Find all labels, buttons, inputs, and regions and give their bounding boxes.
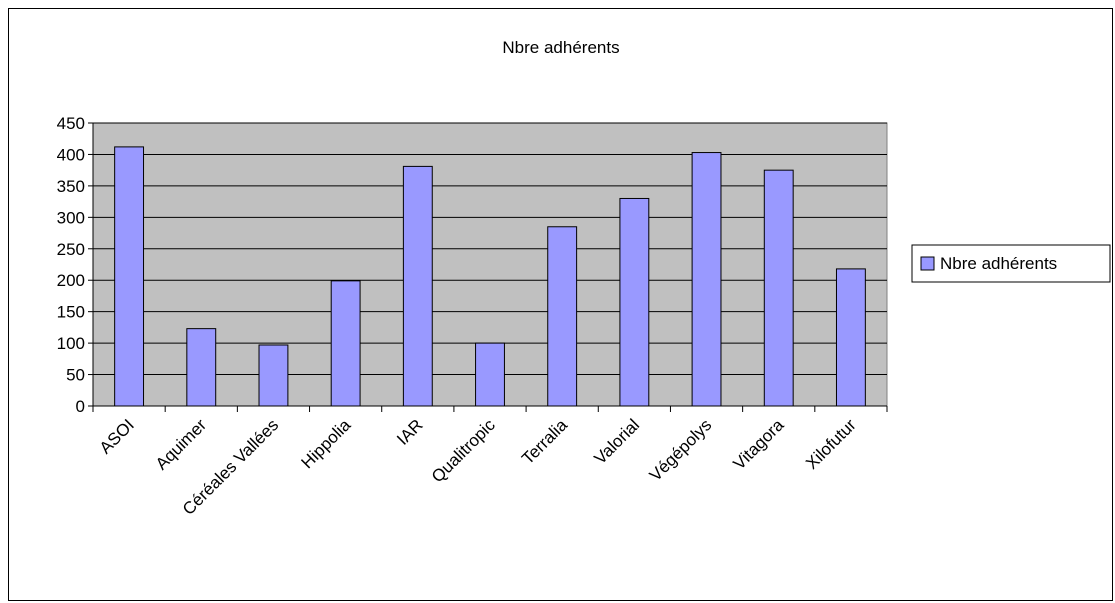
y-tick-label: 350: [57, 177, 85, 196]
gridlines: [93, 122, 887, 376]
x-tick-label: Xilofutur: [802, 415, 860, 473]
x-tick-label: Végépolys: [646, 415, 716, 485]
bar: [763, 169, 794, 407]
y-tick-label: 400: [57, 145, 85, 164]
x-tick-label: ASOI: [96, 415, 138, 457]
bar: [402, 165, 433, 407]
bar: [475, 342, 505, 407]
bar: [835, 268, 866, 407]
legend-label: Nbre adhérents: [940, 254, 1057, 273]
bar: [619, 197, 650, 407]
chart-frame: Nbre adhérents 0 50 100 150 200 250 300 350 400 4…: [8, 8, 1113, 601]
bar-chart: Nbre adhérents 0 50 100 150 200 250 300 350 400 4…: [57, 38, 1111, 519]
bar: [330, 280, 361, 407]
bars: [114, 146, 866, 407]
bar: [186, 328, 217, 407]
legend: Nbre adhérents: [911, 244, 1111, 283]
bar: [258, 344, 289, 407]
x-tick-label: Hippolia: [298, 415, 355, 472]
bar: [691, 152, 722, 407]
legend-box: [911, 244, 1111, 283]
chart-title: Nbre adhérents: [502, 38, 619, 57]
y-tick-label: 300: [57, 208, 85, 227]
y-tick-label: 200: [57, 271, 85, 290]
x-tick-label: Vitagora: [730, 415, 788, 473]
y-axis: 0 50 100 150 200 250 300 350 400 450: [57, 114, 94, 416]
x-tick-label: Valorial: [591, 415, 644, 468]
x-tick-label: Aquimer: [152, 415, 210, 473]
y-tick-label: 50: [66, 366, 85, 385]
y-tick-label: 450: [57, 114, 85, 133]
y-tick-label: 0: [76, 397, 85, 416]
x-tick-label: Terralia: [518, 415, 571, 468]
y-tick-label: 250: [57, 240, 85, 259]
bar: [547, 226, 578, 407]
legend-swatch: [920, 256, 935, 271]
x-tick-label: Qualitropic: [428, 415, 499, 486]
y-tick-label: 150: [57, 303, 85, 322]
y-tick-label: 100: [57, 334, 85, 353]
x-tick-label: IAR: [393, 415, 426, 448]
bar: [114, 146, 145, 407]
